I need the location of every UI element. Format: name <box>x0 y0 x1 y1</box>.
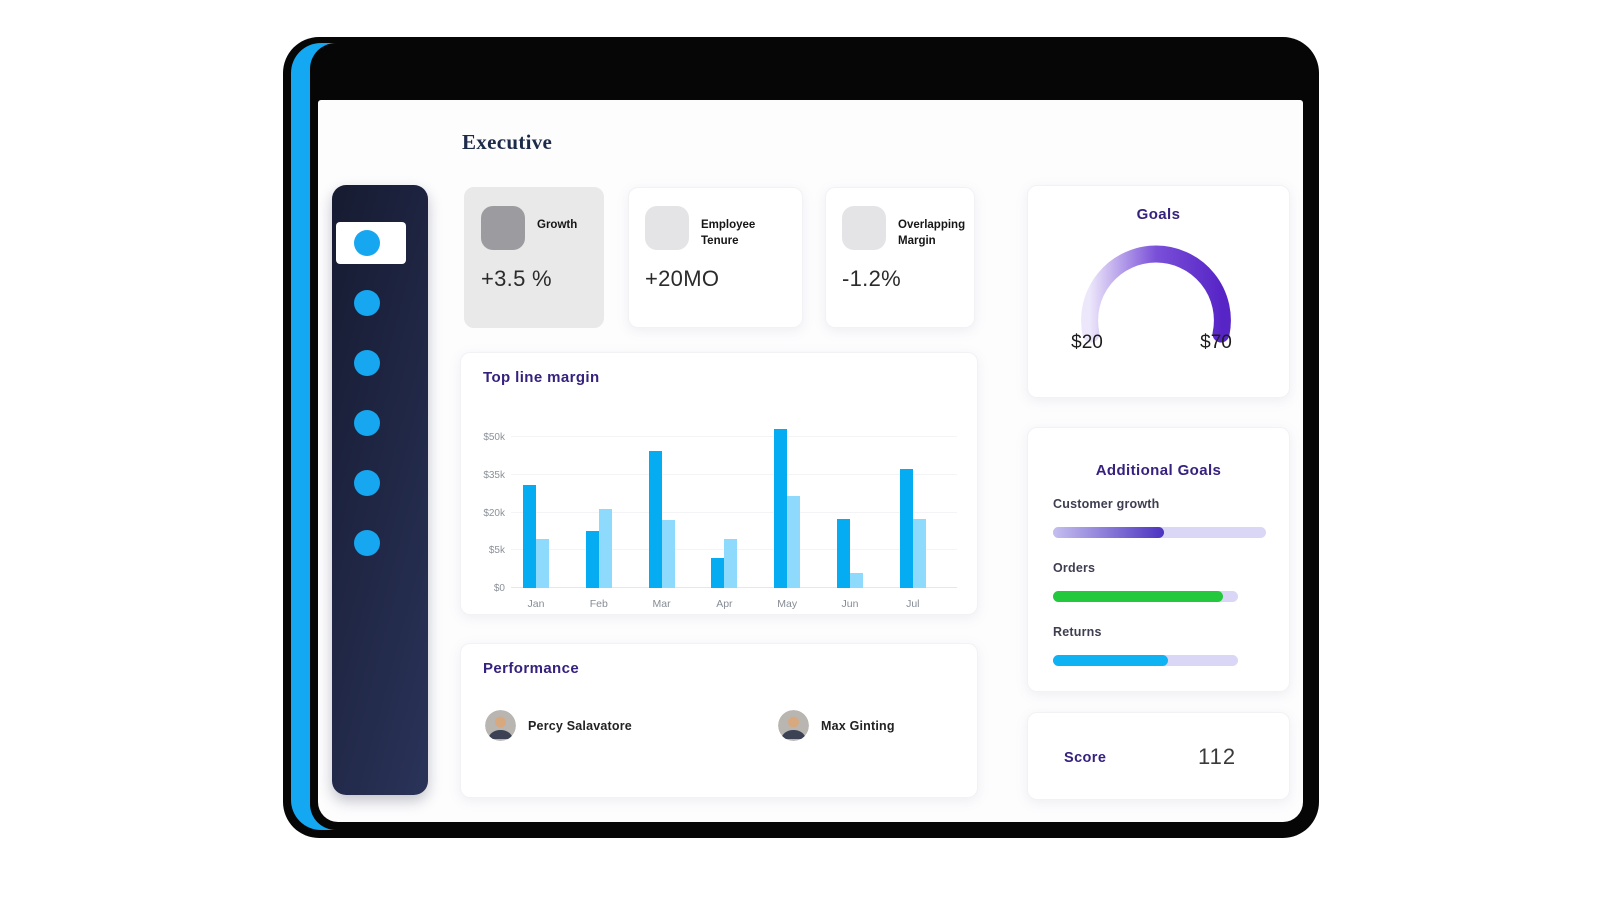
bar-group <box>899 437 926 588</box>
sidebar-item-5[interactable] <box>354 470 380 496</box>
progress-fill <box>1053 655 1168 666</box>
bar-group <box>774 429 801 588</box>
kpi-value: +3.5 % <box>481 266 552 291</box>
sidebar-item-6[interactable] <box>354 530 380 556</box>
y-axis-tick: $35k <box>483 469 505 481</box>
sidebar-item-2[interactable] <box>354 290 380 316</box>
bar-group <box>585 437 612 588</box>
chart-bar-primary <box>837 518 850 588</box>
chart-title: Top line margin <box>483 369 600 386</box>
x-axis-tick: Jun <box>841 598 859 610</box>
window-accent-stripe: Executive Growth +3.5 % Employee Tenure … <box>291 43 1311 830</box>
y-axis-tick: $0 <box>493 583 505 594</box>
avatar <box>778 710 809 741</box>
x-axis-tick: Jul <box>906 598 920 610</box>
progress-label: Customer growth <box>1053 497 1160 511</box>
chart-bar-secondary <box>724 538 738 588</box>
score-card: Score 112 <box>1027 712 1290 800</box>
bar-group <box>523 437 549 588</box>
progress-fill <box>1053 591 1224 602</box>
kpi-label: Overlapping Margin <box>898 219 966 247</box>
progress-label: Orders <box>1053 561 1096 575</box>
chart-bar-primary <box>774 429 788 588</box>
score-label: Score <box>1064 750 1107 766</box>
bar-group <box>711 437 738 588</box>
additional-goals-title: Additional Goals <box>1095 462 1222 479</box>
chart-gridline <box>511 473 957 475</box>
top-line-margin-card: Top line margin $0 $5k $20k $35k $50k Jan Feb M… <box>460 352 978 615</box>
window-chrome: Executive Growth +3.5 % Employee Tenure … <box>310 43 1311 830</box>
app-screen: Executive Growth +3.5 % Employee Tenure … <box>318 100 1303 822</box>
y-axis-tick: $50k <box>483 432 505 443</box>
browser-window: Executive Growth +3.5 % Employee Tenure … <box>283 37 1319 838</box>
gauge-min-label: $20 <box>1071 332 1103 353</box>
kpi-card-overlapping-margin[interactable]: Overlapping Margin -1.2% <box>825 187 975 328</box>
x-axis-tick: Jan <box>527 598 545 610</box>
sidebar-item-4[interactable] <box>354 410 380 436</box>
sidebar-item-3[interactable] <box>354 350 380 376</box>
chart-bar-primary <box>523 484 536 588</box>
sidebar <box>332 185 428 795</box>
kpi-card-employee-tenure[interactable]: Employee Tenure +20MO <box>628 187 803 328</box>
sidebar-item-1[interactable] <box>354 230 380 256</box>
chart-bar-secondary <box>850 572 863 588</box>
chart-plot: $0 $5k $20k $35k $50k Jan Feb Mar Apr May Jun Jul <box>483 429 957 610</box>
x-axis-tick: Mar <box>652 598 671 610</box>
person-row[interactable]: Max Ginting <box>778 710 895 741</box>
progress-track <box>1053 591 1238 602</box>
performance-title: Performance <box>483 660 580 677</box>
x-axis-tick: May <box>777 598 798 610</box>
person-name: Percy Salavatore <box>528 718 632 733</box>
x-axis-tick: Feb <box>589 598 608 610</box>
progress-row-orders: Orders <box>1053 561 1238 602</box>
additional-goals-card: Additional Goals Customer growth Orders … <box>1027 427 1290 692</box>
x-axis-tick: Apr <box>716 598 733 610</box>
chart-bar-secondary <box>661 520 675 588</box>
y-axis-tick: $5k <box>488 545 505 557</box>
score-value: 112 <box>1198 744 1237 769</box>
progress-fill <box>1053 527 1164 538</box>
chart-bar-secondary <box>598 508 612 588</box>
employee-tenure-icon <box>645 206 689 250</box>
goals-title: Goals <box>1136 206 1181 223</box>
gauge-max-label: $70 <box>1200 332 1232 353</box>
bar-group <box>648 437 675 588</box>
overlapping-margin-icon <box>842 206 886 250</box>
kpi-label: Employee Tenure <box>701 219 756 247</box>
progress-row-customer-growth: Customer growth <box>1053 497 1266 538</box>
chart-bar-primary <box>648 450 662 588</box>
y-axis-tick: $20k <box>483 507 505 519</box>
performance-card: Performance P <box>460 643 978 798</box>
kpi-label: Growth <box>537 219 578 231</box>
goals-card: Goals $20 $70 <box>1027 185 1290 398</box>
progress-row-returns: Returns <box>1053 625 1238 666</box>
chart-bar-secondary <box>536 538 549 588</box>
progress-label: Returns <box>1053 625 1102 639</box>
progress-track <box>1053 527 1266 538</box>
person-name: Max Ginting <box>821 718 895 733</box>
chart-gridline <box>511 511 957 513</box>
kpi-card-growth[interactable]: Growth +3.5 % <box>464 187 604 328</box>
chart-bar-secondary <box>787 496 801 588</box>
progress-track <box>1053 655 1238 666</box>
bar-group <box>837 437 863 588</box>
goals-gauge <box>1081 245 1231 343</box>
chart-bar-primary <box>711 557 725 588</box>
chart-bar-secondary <box>912 518 926 588</box>
person-row[interactable]: Percy Salavatore <box>485 710 632 741</box>
chart-gridline <box>511 436 957 437</box>
growth-icon <box>481 206 525 250</box>
chart-bar-primary <box>899 468 913 588</box>
avatar <box>485 710 516 741</box>
page-title: Executive <box>462 130 553 154</box>
kpi-value: +20MO <box>645 266 720 291</box>
chart-bar-primary <box>585 531 599 588</box>
kpi-value: -1.2% <box>842 266 901 291</box>
